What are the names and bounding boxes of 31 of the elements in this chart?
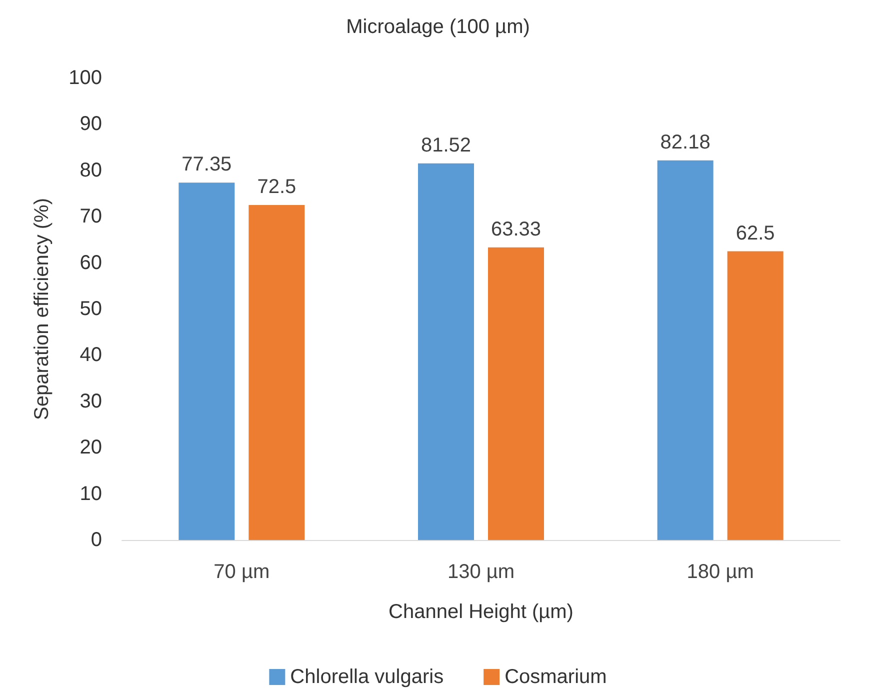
bar	[488, 247, 544, 540]
y-tick-label: 80	[80, 159, 102, 182]
y-tick-label: 50	[80, 298, 102, 320]
bar	[657, 160, 714, 540]
y-tick-label: 60	[80, 252, 102, 274]
legend-label: Cosmarium	[504, 666, 607, 688]
x-axis-title: Channel Height (µm)	[388, 601, 574, 623]
bar	[418, 163, 474, 540]
chart-title: Microalage (100 µm)	[346, 16, 530, 38]
y-tick-label: 20	[80, 436, 102, 459]
x-tick-label: 70 µm	[214, 561, 270, 583]
y-tick-label: 100	[68, 67, 102, 89]
data-label: 81.52	[420, 134, 472, 156]
y-tick-label: 10	[80, 482, 102, 505]
legend-label: Chlorella vulgaris	[290, 666, 444, 688]
y-tick-label: 40	[80, 344, 102, 366]
bar	[727, 251, 784, 540]
data-label: 63.33	[490, 218, 542, 240]
data-label: 82.18	[660, 131, 710, 154]
x-tick-label: 130 µm	[447, 561, 515, 583]
bar	[248, 205, 305, 540]
data-label: 72.5	[257, 176, 296, 198]
data-label: 62.5	[736, 222, 775, 244]
y-tick-label: 0	[90, 529, 102, 551]
y-tick-label: 70	[80, 206, 102, 228]
bar	[178, 182, 235, 540]
y-axis-title: Separation efficiency (%)	[31, 198, 53, 420]
y-tick-label: 90	[80, 113, 102, 136]
x-tick-label: 180 µm	[686, 561, 754, 583]
data-label: 77.35	[182, 154, 232, 176]
y-tick-label: 30	[80, 390, 102, 412]
